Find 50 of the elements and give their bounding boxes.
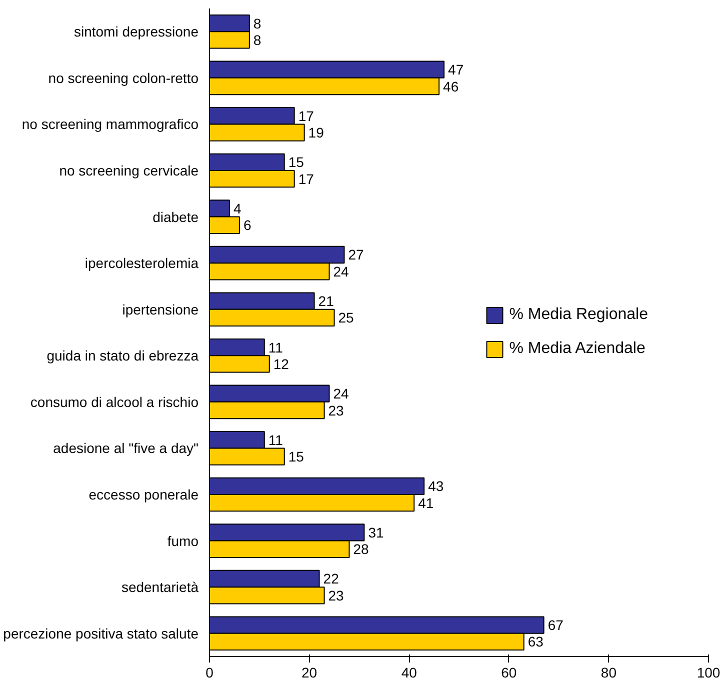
x-tick-label: 60 (501, 664, 517, 680)
data-label: 23 (328, 402, 344, 418)
y-tick-label: fumo (167, 532, 199, 549)
data-label: 11 (268, 339, 284, 356)
data-label: 43 (428, 478, 444, 494)
x-tick-label: 0 (206, 664, 214, 680)
data-label: 46 (443, 78, 459, 94)
data-label: 41 (418, 494, 434, 511)
y-tick-label: sintomi depressione (74, 24, 199, 40)
y-tick-label: eccesso ponerale (88, 486, 199, 502)
data-label: 15 (288, 448, 304, 465)
y-tick-label: consumo di alcool a rischio (30, 394, 199, 410)
legend-label: % Media Aziendale (509, 340, 646, 358)
data-label: 47 (448, 62, 464, 78)
y-tick-label: guida in stato di ebrezza (46, 348, 199, 364)
data-label: 28 (353, 541, 370, 558)
x-tick-label: 80 (600, 664, 617, 680)
data-label: 31 (368, 524, 384, 540)
y-tick-label: sedentarietà (121, 579, 199, 596)
x-tick-label: 20 (302, 664, 318, 680)
y-tick-label: percezione positiva stato salute (3, 625, 199, 642)
data-label: 15 (288, 154, 304, 170)
data-label: 27 (348, 246, 364, 263)
data-label: 23 (328, 587, 344, 604)
data-label: 17 (298, 170, 314, 187)
data-label: 25 (338, 310, 354, 326)
data-label: 24 (333, 386, 350, 402)
data-label: 17 (298, 108, 314, 124)
data-label: 4 (233, 200, 242, 216)
data-label: 6 (243, 217, 252, 234)
data-label: 24 (333, 263, 350, 280)
y-tick-label: no screening colon-retto (48, 70, 199, 86)
data-label: 8 (253, 15, 262, 32)
legend-label: % Media Regionale (509, 306, 648, 324)
data-label: 63 (528, 634, 544, 650)
x-tick-label: 40 (401, 664, 418, 680)
data-label: 67 (548, 617, 564, 634)
data-label: 19 (308, 124, 324, 141)
y-tick-label: ipertensione (122, 301, 199, 318)
data-label: 22 (323, 570, 340, 587)
data-label: 12 (273, 356, 290, 372)
y-tick-label: diabete (152, 208, 199, 225)
x-tick-label: 100 (696, 664, 720, 680)
y-tick-label: no screening cervicale (59, 162, 199, 178)
y-tick-label: ipercolesterolemia (84, 255, 199, 272)
data-label: 11 (268, 432, 284, 448)
y-tick-label: no screening mammografico (22, 116, 199, 132)
data-label: 8 (253, 32, 262, 48)
data-label: 21 (318, 293, 334, 310)
y-tick-label: adesione al "five a day" (53, 440, 199, 456)
